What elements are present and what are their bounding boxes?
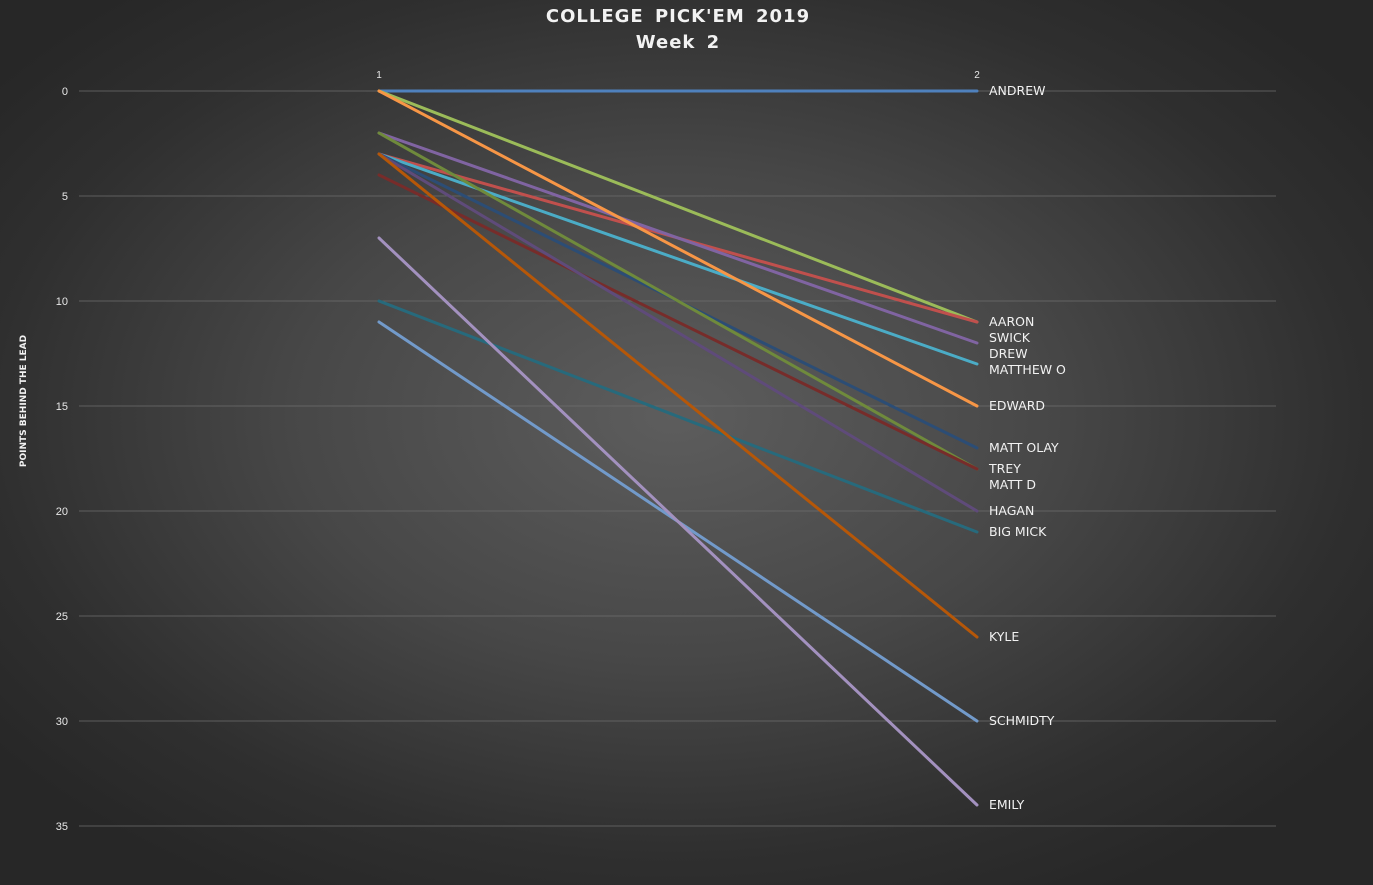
y-tick-label: 30 [56,716,68,728]
series-end-label: SWICK [989,330,1031,345]
y-tick-label: 5 [62,191,68,203]
y-tick-label: 35 [56,821,68,833]
series-end-label: EDWARD [989,398,1045,413]
series-lines [377,89,979,807]
series-end-label: MATT OLAY [989,440,1059,455]
series-end-label: TREY [988,461,1021,476]
series-line [377,173,979,471]
series-end-label: EMILY [989,797,1025,812]
series-end-label: AARON [989,314,1034,329]
series-line [377,236,979,807]
series-end-label: DREW [989,346,1028,361]
chart-title: COLLEGE PICK'EM 2019 [545,6,811,27]
series-end-label: BIG MICK [989,524,1047,539]
y-tick-label: 20 [56,506,68,518]
series-line [377,89,979,408]
series-end-label: MATT D [989,477,1036,492]
series-line [377,152,979,513]
series-line [377,131,979,345]
y-tick-label: 0 [62,86,68,98]
y-tick-labels: 0 5 10 15 20 25 30 35 [56,86,68,833]
chart-subtitle: Week 2 [635,32,721,53]
y-tick-label: 10 [56,296,68,308]
series-end-label: HAGAN [989,503,1034,518]
series-line [377,89,979,324]
x-tick-label: 2 [974,70,980,81]
series-line [377,299,979,534]
series-line [377,131,979,471]
series-end-label: ANDREW [989,83,1045,98]
x-tick-label: 1 [376,70,382,81]
y-tick-label: 15 [56,401,68,413]
series-end-label: MATTHEW O [989,362,1066,377]
y-tick-label: 25 [56,611,68,623]
gridlines [79,90,1276,827]
series-line [377,152,979,639]
series-end-label: SCHMIDTY [989,713,1055,728]
series-end-label: KYLE [989,629,1019,644]
